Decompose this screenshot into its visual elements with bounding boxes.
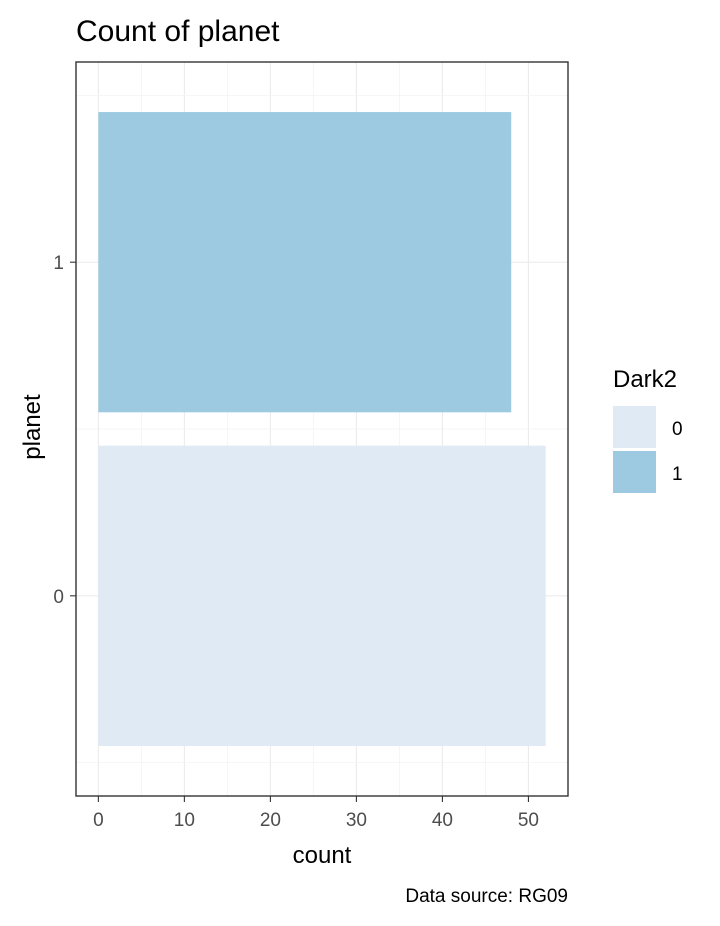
bar-planet-0 xyxy=(98,445,546,746)
legend-label-1: 1 xyxy=(672,464,683,485)
legend-swatch-0 xyxy=(613,406,656,448)
x-tick-label: 20 xyxy=(260,810,281,831)
x-axis-ticks: 0 10 20 30 40 50 xyxy=(93,796,539,831)
legend-label-0: 0 xyxy=(672,419,683,440)
data-source-caption: Data source: RG09 xyxy=(405,886,568,907)
chart-title: Count of planet xyxy=(76,15,280,48)
x-tick-label: 50 xyxy=(518,810,539,831)
y-axis-ticks: 01 xyxy=(53,253,76,608)
x-axis-label: count xyxy=(293,842,352,869)
x-tick-label: 40 xyxy=(432,810,453,831)
legend: Dark2 01 xyxy=(613,366,683,493)
bars xyxy=(98,112,546,746)
legend-swatch-1 xyxy=(613,451,656,493)
legend-title: Dark2 xyxy=(613,366,677,393)
x-tick-label: 30 xyxy=(346,810,367,831)
bar-planet-1 xyxy=(98,112,512,413)
y-axis-label: planet xyxy=(19,394,46,460)
plot-border xyxy=(75,61,569,797)
y-tick-label: 1 xyxy=(53,253,64,274)
x-tick-label: 0 xyxy=(93,810,104,831)
y-tick-label: 0 xyxy=(53,587,64,608)
legend-entries: 01 xyxy=(613,406,683,493)
x-tick-label: 10 xyxy=(174,810,195,831)
